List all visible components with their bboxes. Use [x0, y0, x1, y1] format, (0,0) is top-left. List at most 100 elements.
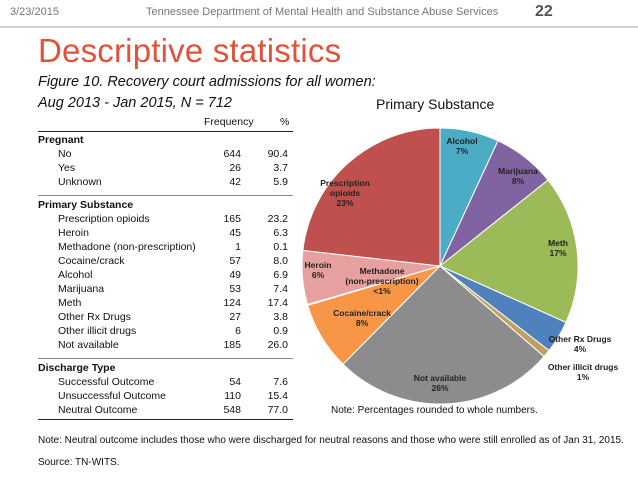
figure-caption-line2: Aug 2013 - Jan 2015, N = 712 — [38, 95, 232, 111]
pie-note: Note: Percentages rounded to whole numbe… — [331, 405, 538, 416]
table-row: Meth 124 17.4 — [38, 296, 293, 310]
slide-title: Descriptive statistics — [38, 32, 342, 69]
row-frequency: 185 — [223, 339, 241, 351]
pie-label-cocaine-crack: Cocaine/crack 8% — [333, 308, 391, 328]
section-title: Discharge Type — [38, 362, 116, 374]
pie-label-meth: Meth 17% — [548, 238, 568, 258]
row-frequency: 6 — [235, 325, 241, 337]
row-frequency: 27 — [229, 311, 241, 323]
row-frequency: 548 — [223, 404, 241, 416]
row-percent: 6.9 — [273, 269, 288, 281]
row-frequency: 49 — [229, 269, 241, 281]
row-frequency: 165 — [223, 213, 241, 225]
row-frequency: 45 — [229, 227, 241, 239]
table-row: Prescription opioids 165 23.2 — [38, 212, 293, 226]
row-label: Not available — [58, 339, 119, 351]
table-row: Alcohol 49 6.9 — [38, 268, 293, 282]
row-percent: 5.9 — [273, 176, 288, 188]
row-percent: 7.6 — [273, 376, 288, 388]
figure-caption-line1: Figure 10. Recovery court admissions for… — [38, 74, 376, 90]
row-frequency: 644 — [223, 148, 241, 160]
table-row: Successful Outcome 54 7.6 — [38, 375, 293, 389]
row-label: Successful Outcome — [58, 376, 155, 388]
row-frequency: 42 — [229, 176, 241, 188]
row-frequency: 53 — [229, 283, 241, 295]
slide-organization: Tennessee Department of Mental Health an… — [146, 6, 499, 18]
row-label: Marijuana — [58, 283, 105, 295]
footnote: Note: Neutral outcome includes those who… — [38, 435, 624, 446]
column-header-frequency: Frequency — [204, 116, 254, 128]
row-percent: 3.8 — [273, 311, 288, 323]
pie-slice-not-available — [342, 265, 545, 405]
pie-label-not-available: Not available 26% — [414, 373, 467, 393]
row-frequency: 26 — [229, 162, 241, 174]
column-header-percent: % — [280, 116, 290, 128]
table-row: Methadone (non-prescription) 1 0.1 — [38, 240, 293, 254]
row-frequency: 124 — [223, 297, 241, 309]
row-percent: 26.0 — [267, 339, 288, 351]
row-percent: 90.4 — [267, 148, 288, 160]
slide-header: 3/23/2015 Tennessee Department of Mental… — [0, 0, 638, 26]
row-percent: 15.4 — [267, 390, 288, 402]
row-label: Unknown — [58, 176, 102, 188]
row-frequency: 110 — [224, 390, 241, 402]
section-title: Pregnant — [38, 134, 84, 146]
pie-chart-title: Primary Substance — [376, 96, 495, 112]
section-divider — [38, 189, 293, 196]
pie-label-other-illicit-drugs: Other illicit drugs 1% — [548, 362, 619, 382]
table-header: Frequency % — [38, 114, 293, 132]
table-row: Other Rx Drugs 27 3.8 — [38, 310, 293, 324]
table-row: Yes 26 3.7 — [38, 161, 293, 175]
pie-label-other-rx-drugs: Other Rx Drugs 4% — [549, 334, 612, 354]
table-row: Cocaine/crack 57 8.0 — [38, 254, 293, 268]
row-percent: 0.1 — [273, 241, 288, 253]
pie-label-marijuana: Marijuana 8% — [498, 166, 538, 186]
table-row: Neutral Outcome 548 77.0 — [38, 403, 293, 417]
pie-label-methadone-non-prescription: Methadone (non-prescription) <1% — [345, 266, 418, 296]
table-row: Unsuccessful Outcome 110 15.4 — [38, 389, 293, 403]
row-label: Cocaine/crack — [58, 255, 125, 267]
row-label: Heroin — [58, 227, 89, 239]
table-row: No 644 90.4 — [38, 147, 293, 161]
statistics-table: Frequency % Pregnant No 644 90.4 Yes 26 3.7 Unk… — [38, 114, 293, 420]
header-divider — [0, 26, 638, 28]
row-label: Other Rx Drugs — [58, 311, 131, 323]
pie-label-alcohol: Alcohol 7% — [446, 136, 477, 156]
table-row: Not available 185 26.0 — [38, 338, 293, 352]
pie-label-prescription-opioids: Prescription opioids 23% — [320, 178, 370, 208]
source-note: Source: TN-WITS. — [38, 457, 120, 468]
table-row: Heroin 45 6.3 — [38, 226, 293, 240]
row-label: No — [58, 148, 72, 160]
table-body: Pregnant No 644 90.4 Yes 26 3.7 Unknown 42 5.9 Pri… — [38, 133, 293, 417]
row-percent: 6.3 — [273, 227, 288, 239]
table-row: Other illicit drugs 6 0.9 — [38, 324, 293, 338]
slide-date: 3/23/2015 — [10, 6, 59, 18]
table-row: Marijuana 53 7.4 — [38, 282, 293, 296]
pie-slice-meth — [439, 179, 579, 324]
table-row: Unknown 42 5.9 — [38, 175, 293, 189]
row-frequency: 57 — [229, 255, 241, 267]
row-frequency: 54 — [229, 376, 241, 388]
slide-page-number: 22 — [535, 3, 553, 20]
row-label: Prescription opioids — [58, 213, 150, 225]
row-percent: 7.4 — [273, 283, 288, 295]
pie-slice-prescription-opioids — [302, 127, 441, 267]
row-label: Neutral Outcome — [58, 404, 138, 416]
row-percent: 8.0 — [273, 255, 288, 267]
section-title: Primary Substance — [38, 199, 134, 211]
row-percent: 3.7 — [273, 162, 288, 174]
row-percent: 17.4 — [267, 297, 288, 309]
row-percent: 0.9 — [273, 325, 288, 337]
pie-label-heroin: Heroin 6% — [305, 260, 332, 280]
row-percent: 23.2 — [267, 213, 288, 225]
row-label: Alcohol — [58, 269, 93, 281]
row-percent: 77.0 — [267, 404, 288, 416]
section-divider — [38, 352, 293, 359]
row-label: Other illicit drugs — [58, 325, 137, 337]
row-label: Meth — [58, 297, 82, 309]
row-frequency: 1 — [235, 241, 241, 253]
row-label: Yes — [58, 162, 76, 174]
table-bottom-rule — [38, 417, 293, 420]
row-label: Unsuccessful Outcome — [58, 390, 166, 402]
